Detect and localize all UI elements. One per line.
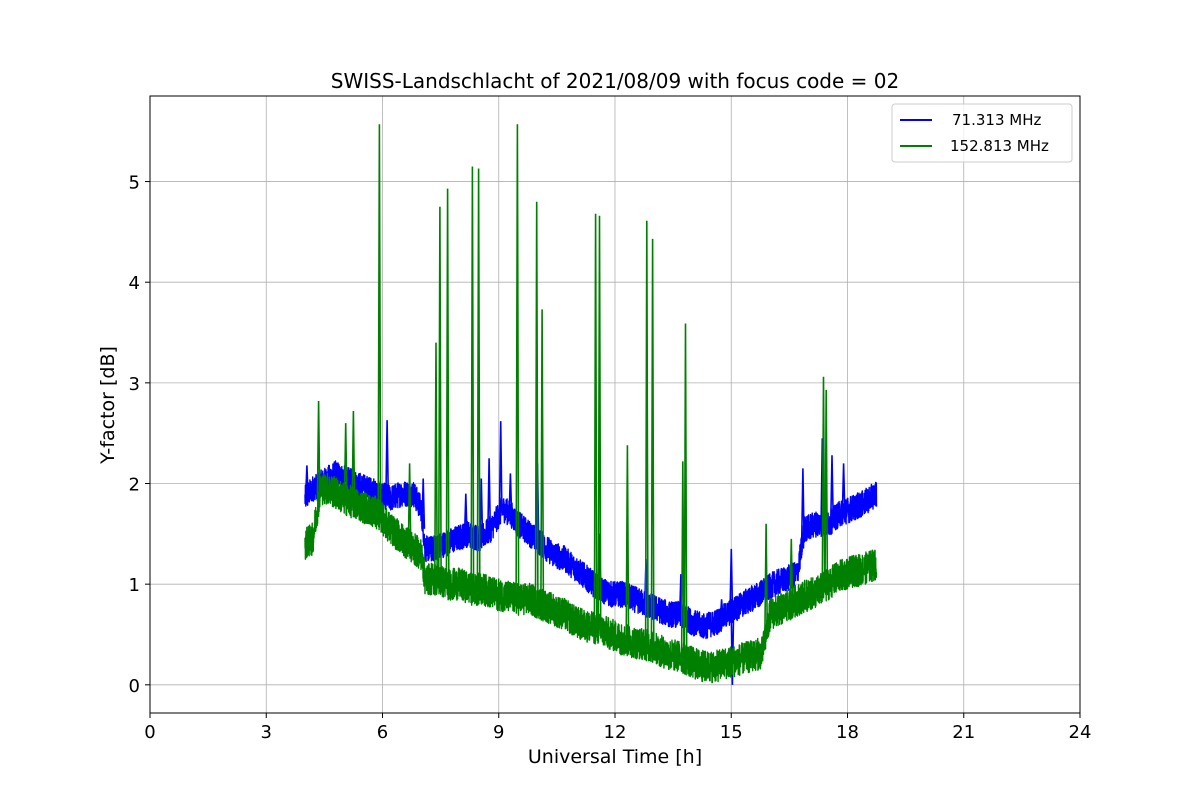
y-tick-label: 2	[129, 475, 140, 496]
series-spike	[821, 376, 826, 588]
x-tick-label: 6	[377, 722, 388, 743]
x-tick-label: 0	[144, 722, 155, 743]
series-spike	[841, 463, 846, 513]
series-spike	[421, 478, 426, 529]
series-spike	[508, 473, 513, 514]
x-tick-label: 3	[261, 722, 272, 743]
y-axis-label: Y-factor [dB]	[97, 346, 119, 465]
series-spike	[644, 220, 649, 645]
series-spike	[437, 206, 442, 581]
series-spike	[597, 215, 602, 630]
series-spike	[434, 342, 438, 580]
y-tick-label: 4	[129, 273, 140, 294]
series-spike	[479, 478, 484, 538]
y-tick-label: 0	[129, 676, 140, 697]
y-tick-label: 5	[129, 173, 140, 194]
series-spike	[593, 213, 598, 629]
series-spike	[498, 421, 503, 513]
x-axis: 0 3 6 9 12 15 18 21 24	[144, 713, 1091, 743]
series-spike	[650, 238, 655, 648]
series-spike	[625, 445, 630, 641]
series-spike	[730, 610, 735, 685]
chart-title: SWISS-Landschlacht of 2021/08/09 with fo…	[331, 69, 899, 93]
legend: 71.313 MHz 152.813 MHz	[891, 103, 1073, 163]
legend-box	[891, 103, 1073, 163]
series-spike	[719, 599, 724, 619]
x-axis-label: Universal Time [h]	[528, 746, 702, 768]
series-layer	[304, 124, 878, 685]
series-spike	[729, 548, 734, 612]
x-tick-label: 9	[493, 722, 504, 743]
series-spike	[683, 323, 688, 660]
x-tick-label: 18	[836, 722, 859, 743]
series-spike	[824, 389, 829, 586]
series-spike	[463, 493, 468, 535]
y-tick-label: 3	[129, 374, 140, 395]
series-spike	[407, 463, 412, 546]
legend-label-71mhz: 71.313 MHz	[952, 111, 1041, 129]
x-tick-label: 21	[952, 722, 975, 743]
series-spike	[830, 455, 834, 521]
series-spike	[764, 523, 769, 634]
series-spike	[789, 538, 794, 604]
series-spike	[351, 410, 356, 503]
series-spike	[316, 400, 321, 502]
series-spike	[470, 166, 475, 590]
x-tick-label: 24	[1069, 722, 1092, 743]
series-spike	[445, 188, 450, 584]
y-axis: 0 1 2 3 4 5	[129, 173, 150, 697]
series-spike	[343, 423, 348, 500]
series-spike	[377, 124, 382, 515]
series-spike	[515, 124, 520, 600]
series-line-71mhz	[304, 460, 878, 640]
legend-label-152mhz: 152.813 MHz	[950, 137, 1049, 155]
series-spike	[540, 309, 545, 605]
x-tick-label: 12	[604, 722, 627, 743]
series-line-152mhz	[304, 472, 878, 684]
y-tick-label: 1	[129, 575, 140, 596]
x-tick-label: 15	[720, 722, 743, 743]
series-spike	[487, 458, 492, 531]
series-spike	[304, 465, 309, 497]
series-spike	[385, 420, 390, 498]
series-spike	[800, 468, 805, 541]
series-spike	[476, 168, 481, 590]
series-spike	[680, 461, 685, 658]
series-spike	[534, 201, 539, 603]
